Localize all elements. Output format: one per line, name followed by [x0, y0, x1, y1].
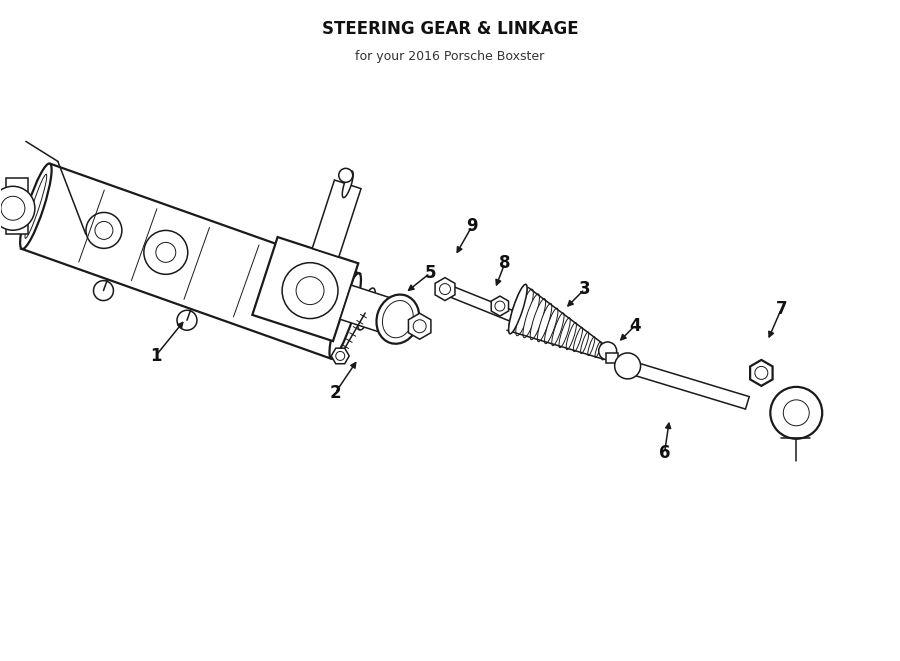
Text: 1: 1: [150, 347, 161, 365]
Ellipse shape: [580, 332, 589, 354]
Circle shape: [615, 353, 641, 379]
Circle shape: [156, 243, 176, 262]
Polygon shape: [252, 237, 358, 341]
Circle shape: [0, 186, 35, 230]
Ellipse shape: [523, 294, 539, 338]
Circle shape: [177, 310, 197, 330]
Text: 6: 6: [659, 444, 670, 462]
Polygon shape: [340, 285, 389, 332]
Polygon shape: [312, 180, 361, 257]
Text: 5: 5: [424, 264, 436, 282]
Circle shape: [338, 169, 353, 182]
Polygon shape: [435, 278, 454, 301]
Ellipse shape: [25, 175, 47, 239]
Circle shape: [517, 315, 526, 325]
Ellipse shape: [552, 313, 564, 346]
Circle shape: [783, 400, 809, 426]
Ellipse shape: [376, 295, 419, 344]
Circle shape: [86, 212, 122, 249]
Circle shape: [413, 320, 427, 332]
Polygon shape: [750, 360, 772, 386]
Text: 9: 9: [466, 217, 478, 235]
Ellipse shape: [595, 342, 601, 358]
Polygon shape: [409, 313, 431, 339]
Text: 7: 7: [776, 300, 788, 318]
Text: for your 2016 Porsche Boxster: for your 2016 Porsche Boxster: [356, 50, 544, 63]
Polygon shape: [21, 164, 360, 358]
Ellipse shape: [573, 327, 582, 352]
Polygon shape: [606, 353, 617, 363]
Ellipse shape: [329, 273, 361, 359]
Circle shape: [439, 284, 451, 295]
Circle shape: [282, 262, 338, 319]
Circle shape: [296, 277, 324, 305]
Text: 3: 3: [579, 280, 590, 298]
Ellipse shape: [537, 303, 552, 342]
Circle shape: [1, 196, 25, 220]
Ellipse shape: [508, 284, 527, 334]
Text: 4: 4: [629, 317, 641, 335]
Circle shape: [755, 366, 768, 379]
Circle shape: [94, 221, 112, 239]
Circle shape: [336, 352, 345, 360]
Text: 8: 8: [500, 254, 510, 272]
Ellipse shape: [602, 346, 608, 360]
Ellipse shape: [20, 163, 51, 249]
Circle shape: [144, 231, 188, 274]
Polygon shape: [624, 360, 750, 409]
Circle shape: [598, 342, 616, 360]
Ellipse shape: [530, 299, 545, 340]
Text: 2: 2: [329, 384, 341, 402]
Ellipse shape: [516, 289, 534, 336]
Ellipse shape: [559, 318, 571, 348]
Polygon shape: [6, 178, 28, 234]
Ellipse shape: [588, 336, 595, 356]
Circle shape: [94, 281, 113, 301]
Polygon shape: [491, 296, 508, 316]
Ellipse shape: [342, 171, 353, 198]
Polygon shape: [443, 284, 524, 325]
Ellipse shape: [508, 284, 527, 334]
Ellipse shape: [544, 308, 558, 344]
Ellipse shape: [382, 301, 413, 338]
Ellipse shape: [602, 346, 608, 360]
Circle shape: [770, 387, 823, 439]
Text: STEERING GEAR & LINKAGE: STEERING GEAR & LINKAGE: [321, 20, 579, 38]
Ellipse shape: [357, 288, 375, 330]
Ellipse shape: [566, 323, 576, 350]
Polygon shape: [331, 348, 349, 364]
Circle shape: [495, 301, 505, 311]
